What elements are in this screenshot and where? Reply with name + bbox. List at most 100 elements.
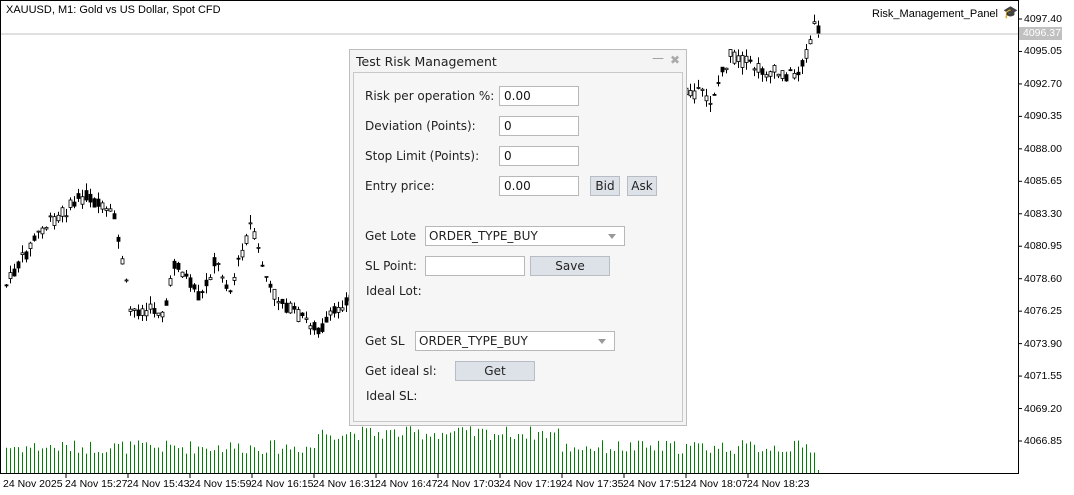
- panel-title[interactable]: Test Risk Management: [356, 54, 497, 69]
- candle-body: [276, 301, 281, 304]
- chevron-down-icon: [598, 339, 606, 344]
- candle-body: [252, 231, 257, 239]
- graduation-cap-icon[interactable]: 🎓: [1003, 5, 1018, 19]
- volume-bars: [6, 426, 819, 473]
- candle-body: [168, 278, 173, 286]
- get-lote-order-type-select[interactable]: ORDER_TYPE_BUY: [425, 226, 625, 246]
- sl-point-input[interactable]: [425, 256, 525, 276]
- candle-body: [696, 87, 701, 89]
- candle-body: [268, 283, 273, 288]
- minimize-icon[interactable]: —: [652, 51, 664, 65]
- save-button[interactable]: Save: [530, 256, 610, 276]
- candle-body: [336, 307, 341, 313]
- price-tick-label: 4066.85: [1024, 435, 1062, 447]
- price-tick-label: 4076.25: [1024, 305, 1062, 318]
- candle-body: [212, 257, 217, 267]
- get-button[interactable]: Get: [455, 361, 535, 381]
- candle-body: [796, 71, 801, 76]
- candle-body: [264, 276, 269, 278]
- candle-body: [692, 90, 697, 100]
- price-tick-label: 4095.05: [1024, 45, 1062, 58]
- candle-body: [300, 312, 305, 317]
- candle-body: [340, 307, 345, 311]
- candle-body: [256, 246, 261, 249]
- candle-body: [72, 201, 77, 207]
- risk-management-panel[interactable]: Test Risk Management — ✖ Risk per operat…: [349, 49, 687, 426]
- candle-body: [312, 322, 317, 331]
- risk-label: Risk per operation %:: [365, 89, 495, 103]
- time-tick-label: 24 Nov 17:19: [499, 478, 562, 490]
- bid-button[interactable]: Bid: [590, 176, 620, 196]
- sl-point-label: SL Point:: [365, 259, 417, 273]
- price-tick-label: 4088.00: [1024, 142, 1062, 155]
- candle-body: [768, 71, 773, 77]
- candle-body: [708, 102, 713, 105]
- candle-body: [128, 308, 133, 312]
- candle-body: [808, 39, 813, 45]
- candle-body: [792, 72, 797, 79]
- candle-body: [776, 73, 781, 77]
- deviation-input[interactable]: 0: [499, 116, 579, 136]
- candle-body: [704, 95, 709, 102]
- candle-body: [712, 93, 717, 96]
- candle-body: [716, 82, 721, 84]
- candle-body: [156, 312, 161, 316]
- stop-limit-input[interactable]: 0: [499, 146, 579, 166]
- candle-body: [80, 196, 85, 205]
- time-tick-label: 24 Nov 17:03: [437, 478, 500, 490]
- candle-body: [244, 235, 249, 244]
- time-tick-label: 24 Nov 16:31: [313, 478, 376, 490]
- close-icon[interactable]: ✖: [670, 53, 681, 67]
- candle-body: [36, 230, 41, 233]
- candle-body: [784, 74, 789, 82]
- candle-body: [144, 310, 149, 317]
- candle-body: [200, 291, 205, 293]
- candle-body: [324, 316, 329, 323]
- price-tick-label: 4097.40: [1024, 13, 1062, 25]
- get-ideal-sl-label: Get ideal sl:: [365, 364, 437, 378]
- candle-body: [84, 190, 89, 201]
- price-tick-label: 4090.35: [1024, 110, 1062, 123]
- time-tick-label: 24 Nov 2025: [3, 478, 63, 490]
- candle-body: [728, 49, 733, 57]
- candle-body: [164, 300, 169, 306]
- candle-body: [288, 302, 293, 314]
- candle-body: [16, 261, 21, 269]
- candle-body: [224, 284, 229, 289]
- candle-body: [196, 291, 201, 301]
- candle-body: [292, 306, 297, 310]
- time-tick-label: 24 Nov 16:15: [251, 478, 314, 490]
- candle-body: [240, 249, 245, 258]
- ideal-sl-label: Ideal SL:: [366, 389, 418, 403]
- risk-input[interactable]: 0.00: [499, 86, 579, 106]
- candle-body: [112, 213, 117, 220]
- entry-price-label: Entry price:: [365, 179, 435, 193]
- candle-body: [208, 277, 213, 280]
- candle-body: [124, 279, 129, 282]
- candle-body: [328, 310, 333, 316]
- candle-body: [772, 65, 777, 73]
- price-tick-label: 4073.90: [1024, 337, 1062, 350]
- candle-body: [688, 90, 693, 97]
- candle-body: [152, 308, 157, 314]
- candle-body: [76, 193, 81, 199]
- candle-body: [764, 74, 769, 78]
- time-tick-label: 24 Nov 17:51: [623, 478, 686, 490]
- chart-title: XAUUSD, M1: Gold vs US Dollar, Spot CFD: [6, 4, 221, 16]
- candle-body: [68, 199, 73, 208]
- candle-body: [756, 63, 761, 73]
- candle-body: [116, 236, 121, 242]
- candle-body: [316, 327, 321, 335]
- get-sl-order-type-select[interactable]: ORDER_TYPE_BUY: [415, 331, 615, 351]
- candle-body: [260, 264, 265, 267]
- candle-body: [816, 25, 821, 35]
- candle-body: [32, 235, 37, 241]
- ask-button[interactable]: Ask: [627, 176, 657, 196]
- candle-body: [308, 325, 313, 330]
- candle-body: [108, 208, 113, 212]
- candle-body: [40, 227, 45, 235]
- candle-body: [800, 60, 805, 67]
- candle-body: [740, 55, 745, 68]
- entry-price-input[interactable]: 0.00: [499, 176, 579, 196]
- candle-body: [8, 272, 13, 280]
